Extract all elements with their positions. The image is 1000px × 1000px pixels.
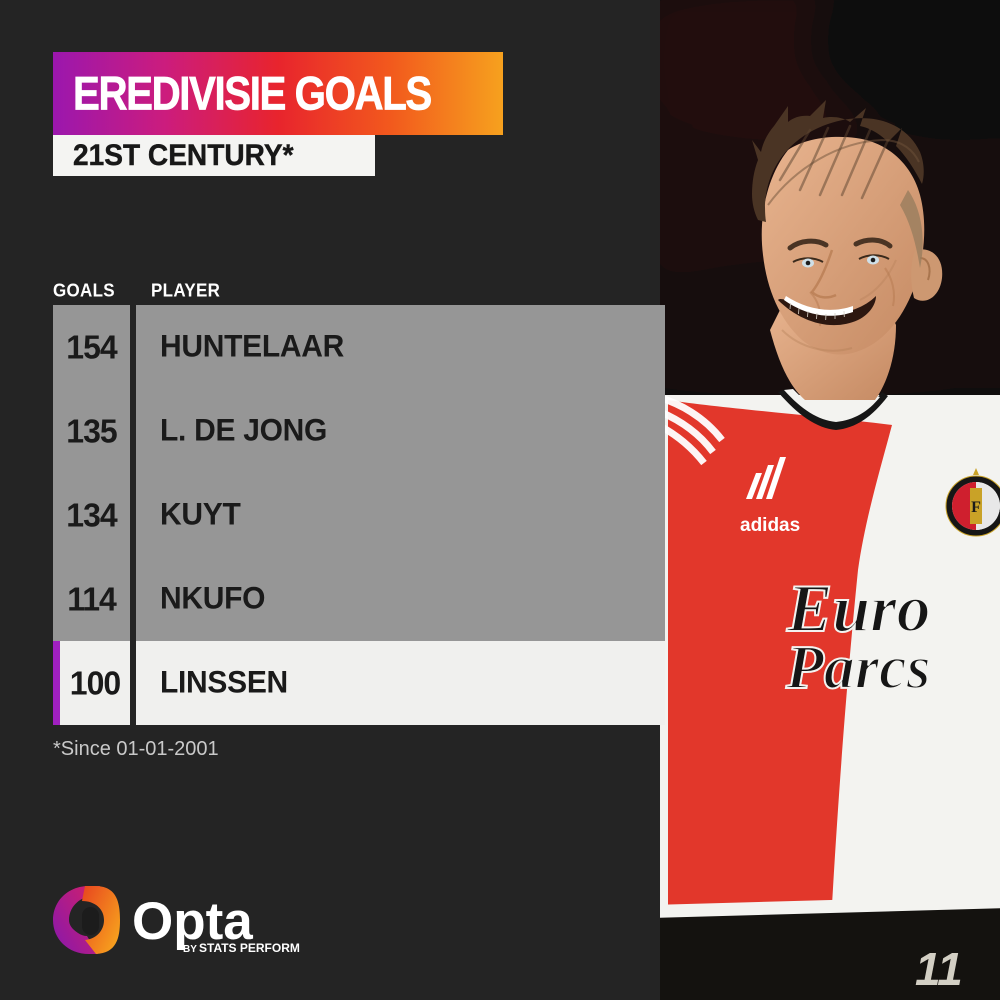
svg-text:STATS PERFORM: STATS PERFORM — [199, 941, 300, 955]
svg-text:BY: BY — [183, 944, 197, 955]
svg-text:Parcs: Parcs — [785, 634, 931, 702]
svg-text:11: 11 — [915, 943, 963, 995]
svg-text:adidas: adidas — [740, 515, 800, 536]
svg-text:F: F — [971, 499, 981, 516]
